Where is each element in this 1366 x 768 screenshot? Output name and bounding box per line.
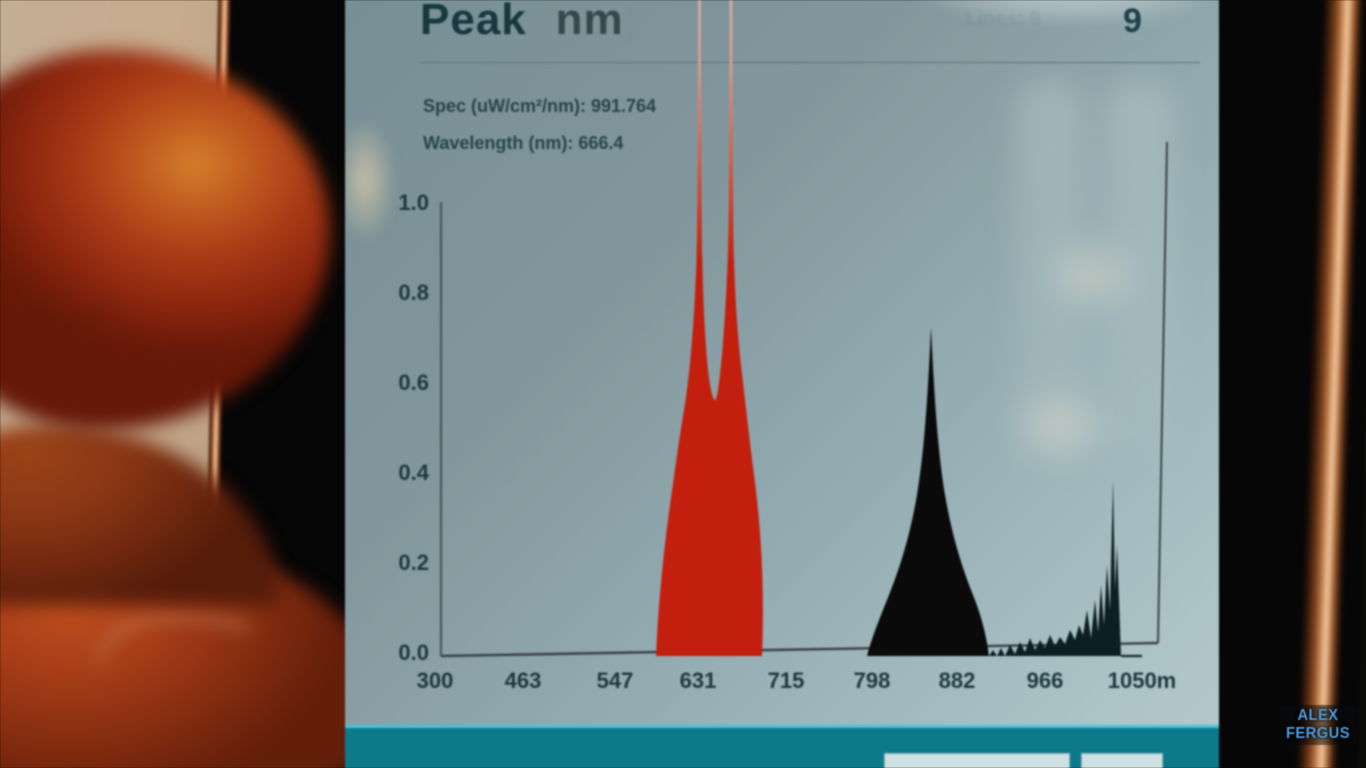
svg-text:1.0: 1.0 [398, 190, 429, 215]
svg-text:0.0: 0.0 [398, 640, 429, 665]
svg-text:0.6: 0.6 [398, 370, 429, 395]
svg-text:0.2: 0.2 [398, 550, 429, 575]
svg-text:1050m: 1050m [1108, 668, 1177, 693]
svg-text:966: 966 [1027, 668, 1064, 693]
svg-text:547: 547 [597, 668, 634, 693]
svg-text:463: 463 [505, 668, 542, 693]
svg-text:0.8: 0.8 [398, 280, 429, 305]
svg-text:798: 798 [854, 668, 891, 693]
svg-text:882: 882 [939, 668, 976, 693]
svg-text:631: 631 [680, 668, 717, 693]
svg-text:0.4: 0.4 [398, 460, 429, 485]
svg-text:300: 300 [417, 668, 454, 693]
svg-text:715: 715 [768, 668, 805, 693]
